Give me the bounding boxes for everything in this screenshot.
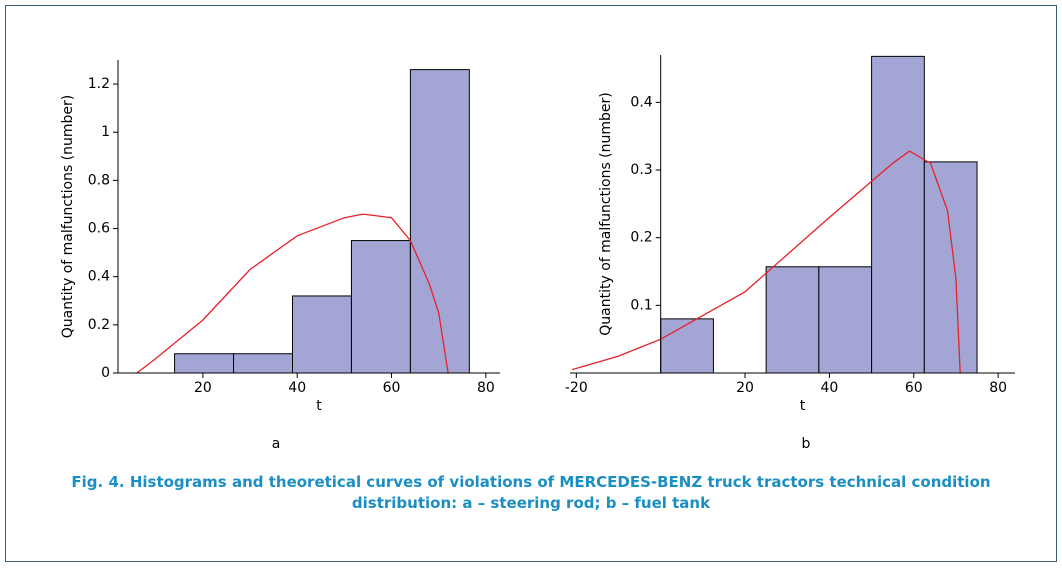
- y-tick-label: 0.3: [630, 162, 652, 178]
- curve: [571, 150, 961, 374]
- caption: distribution: a – steering rod; b – fuel…: [352, 494, 711, 512]
- y-axis-label: Quantity of malfunctions (number): [598, 92, 614, 336]
- bar: [818, 266, 873, 374]
- y-tick-label: 1: [101, 124, 110, 140]
- y-tick-label: 0.2: [88, 317, 110, 333]
- x-tick-label: 80: [989, 380, 1007, 396]
- x-tick-label: 20: [736, 380, 754, 396]
- y-tick-label: 0.8: [88, 172, 110, 188]
- x-tick-label: 20: [194, 380, 212, 396]
- y-tick-label: 0.4: [630, 94, 652, 110]
- bar: [409, 69, 470, 374]
- x-axis-label: t: [316, 398, 322, 414]
- bar: [871, 55, 925, 374]
- x-axis-label: t: [800, 398, 806, 414]
- bar: [291, 295, 352, 374]
- bar: [923, 161, 978, 374]
- y-tick-label: 0: [101, 365, 110, 381]
- x-tick-label: 60: [905, 380, 923, 396]
- bar: [350, 240, 411, 374]
- bar: [660, 318, 714, 374]
- bar: [174, 353, 235, 374]
- y-tick-label: 0.1: [630, 297, 652, 313]
- x-tick-label: 80: [477, 380, 495, 396]
- bar: [765, 266, 820, 374]
- plots: 20 40 60 80 0 0.2 0.4 0.6 0.8 1 1.2 t Quantity of ma…: [60, 55, 1015, 452]
- x-tick-label: -20: [565, 380, 588, 396]
- y-tick-label: 0.2: [630, 230, 652, 246]
- x-tick-label: 40: [820, 380, 838, 396]
- y-tick-label: 0.4: [88, 269, 110, 285]
- frame: [5, 5, 1057, 562]
- x-tick-label: 60: [383, 380, 401, 396]
- panel-label: b: [802, 436, 811, 452]
- y-tick-label: 1.2: [88, 76, 110, 92]
- bar: [233, 353, 293, 374]
- x-tick-label: 40: [288, 380, 306, 396]
- y-tick-label: 0.6: [88, 221, 110, 237]
- y-axis-label: Quantity of malfunctions (number): [60, 95, 76, 339]
- curve: [136, 213, 449, 374]
- caption: Fig. 4. Histograms and theoretical curve…: [71, 473, 990, 491]
- panel-label: a: [272, 436, 281, 452]
